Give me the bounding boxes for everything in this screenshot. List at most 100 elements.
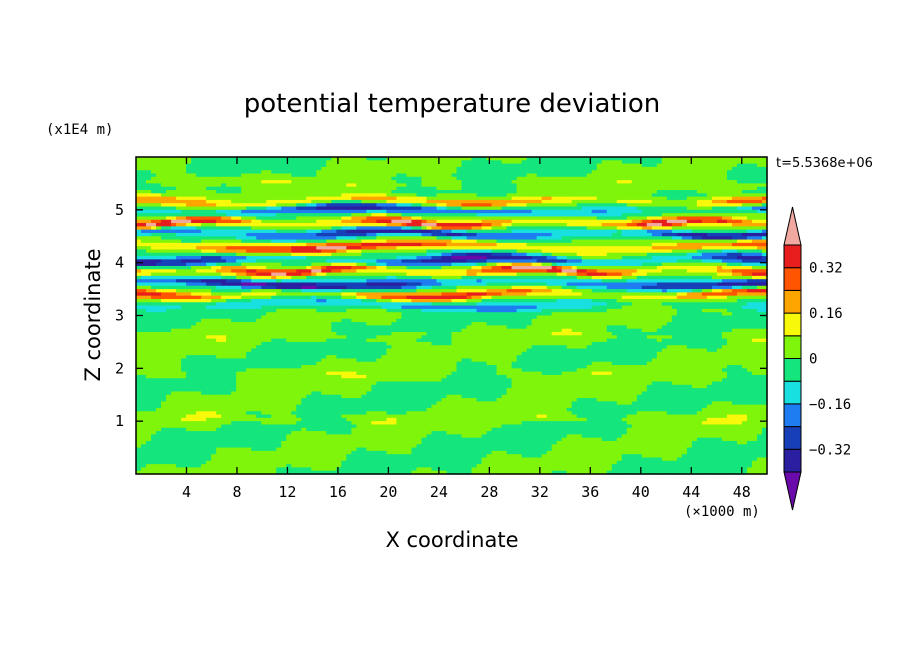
contour-cell bbox=[486, 206, 493, 211]
contour-cell bbox=[216, 193, 222, 198]
contour-cell bbox=[741, 219, 748, 224]
contour-cell bbox=[451, 180, 458, 185]
contour-cell bbox=[246, 203, 252, 208]
contour-cell bbox=[296, 173, 302, 178]
contour-cell bbox=[661, 190, 668, 194]
contour-cell bbox=[511, 170, 518, 175]
contour-cell bbox=[261, 196, 267, 201]
contour-cell bbox=[341, 173, 347, 178]
contour-cell bbox=[551, 160, 558, 165]
contour-cell bbox=[476, 196, 483, 201]
contour-cell bbox=[231, 166, 237, 171]
contour-cell bbox=[211, 213, 217, 218]
contour-cell bbox=[286, 173, 292, 178]
contour-cell bbox=[536, 196, 543, 201]
contour-cell bbox=[521, 183, 528, 188]
contour-cell bbox=[211, 160, 217, 165]
contour-cell bbox=[456, 219, 463, 224]
contour-cell bbox=[236, 196, 242, 201]
contour-cell bbox=[256, 213, 262, 218]
contour-cell bbox=[591, 163, 598, 168]
contour-cell bbox=[196, 176, 202, 181]
contour-cell bbox=[221, 170, 227, 175]
contour-cell bbox=[706, 180, 713, 185]
contour-cell bbox=[331, 180, 337, 185]
contour-cell bbox=[341, 180, 347, 185]
contour-cell bbox=[436, 209, 443, 214]
contour-cell bbox=[621, 170, 628, 175]
contour-cell bbox=[241, 160, 247, 165]
contour-cell bbox=[396, 206, 403, 211]
contour-cell bbox=[456, 190, 463, 194]
contour-cell bbox=[171, 196, 177, 201]
contour-cell bbox=[296, 223, 302, 227]
contour-cell bbox=[271, 166, 277, 171]
contour-cell bbox=[281, 219, 287, 224]
contour-cell bbox=[536, 186, 543, 191]
contour-cell bbox=[371, 206, 377, 211]
contour-cell bbox=[426, 199, 433, 204]
contour-cell bbox=[676, 203, 683, 208]
contour-cell bbox=[236, 203, 242, 208]
contour-cell bbox=[171, 203, 177, 208]
contour-cell bbox=[466, 163, 473, 168]
contour-cell bbox=[476, 216, 483, 221]
contour-cell bbox=[716, 183, 723, 188]
contour-cell bbox=[296, 160, 302, 165]
contour-cell bbox=[531, 196, 538, 201]
contour-cell bbox=[391, 173, 398, 178]
contour-cell bbox=[486, 193, 493, 198]
contour-cell bbox=[721, 163, 728, 168]
contour-cell bbox=[251, 183, 257, 188]
contour-cell bbox=[476, 209, 483, 214]
contour-cell bbox=[671, 160, 678, 165]
contour-cell bbox=[531, 190, 538, 194]
contour-cell bbox=[646, 160, 653, 165]
contour-cell bbox=[716, 223, 723, 227]
contour-cell bbox=[761, 160, 768, 165]
contour-cell bbox=[361, 183, 367, 188]
contour-cell bbox=[706, 216, 713, 221]
contour-cell bbox=[201, 196, 207, 201]
contour-cell bbox=[331, 203, 337, 208]
contour-cell bbox=[421, 223, 428, 227]
contour-cell bbox=[561, 219, 568, 224]
contour-cell bbox=[711, 209, 718, 214]
contour-cell bbox=[166, 160, 172, 165]
contour-cell bbox=[461, 160, 468, 165]
contour-cell bbox=[146, 180, 152, 185]
contour-cell bbox=[386, 203, 393, 208]
contour-cell bbox=[366, 163, 372, 168]
contour-cell bbox=[611, 160, 618, 165]
contour-cell bbox=[716, 190, 723, 194]
contour-cell bbox=[721, 209, 728, 214]
contour-cell bbox=[136, 196, 142, 201]
contour-cell bbox=[241, 170, 247, 175]
contour-cell bbox=[531, 209, 538, 214]
contour-cell bbox=[436, 213, 443, 218]
contour-cell bbox=[481, 180, 488, 185]
contour-cell bbox=[556, 219, 563, 224]
contour-cell bbox=[701, 157, 708, 161]
contour-cell bbox=[196, 213, 202, 218]
contour-cell bbox=[231, 170, 237, 175]
contour-cell bbox=[161, 183, 167, 188]
contour-cell bbox=[251, 160, 257, 165]
contour-cell bbox=[411, 180, 418, 185]
contour-cell bbox=[631, 216, 638, 221]
contour-cell bbox=[531, 157, 538, 161]
contour-cell bbox=[496, 216, 503, 221]
contour-cell bbox=[536, 166, 543, 171]
contour-cell bbox=[166, 203, 172, 208]
contour-cell bbox=[311, 173, 317, 178]
contour-cell bbox=[306, 199, 312, 204]
contour-cell bbox=[701, 219, 708, 224]
contour-cell bbox=[346, 203, 352, 208]
contour-cell bbox=[401, 157, 408, 161]
contour-cell bbox=[246, 226, 252, 231]
contour-cell bbox=[156, 180, 162, 185]
contour-cell bbox=[206, 163, 212, 168]
contour-cell bbox=[146, 183, 152, 188]
contour-cell bbox=[626, 173, 633, 178]
contour-cell bbox=[331, 193, 337, 198]
